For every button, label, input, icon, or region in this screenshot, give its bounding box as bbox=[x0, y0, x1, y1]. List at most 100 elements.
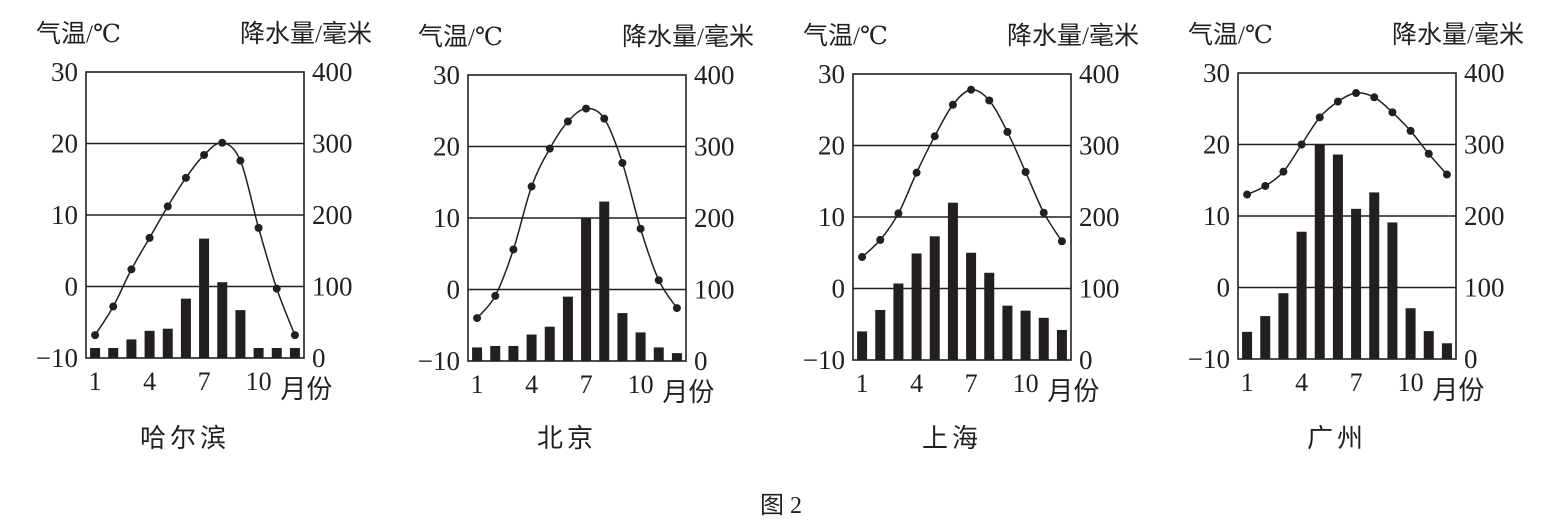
precipitation-bar bbox=[235, 310, 246, 358]
temperature-point bbox=[1315, 113, 1324, 122]
right-tick-label: 200 bbox=[694, 203, 735, 233]
precipitation-bar bbox=[1441, 343, 1452, 359]
temperature-point bbox=[1352, 89, 1361, 98]
temperature-point bbox=[1406, 126, 1415, 135]
temperature-point bbox=[163, 202, 172, 211]
x-axis-title: 月份 bbox=[662, 378, 714, 407]
figure-caption: 图 2 bbox=[760, 493, 802, 519]
temperature-line bbox=[476, 107, 678, 319]
precipitation-bar bbox=[653, 347, 664, 361]
right-tick-label: 100 bbox=[694, 275, 735, 305]
x-tick-label: 1 bbox=[1241, 368, 1254, 397]
right-tick-label: 0 bbox=[1464, 344, 1478, 374]
x-tick-label: 4 bbox=[525, 370, 538, 399]
precipitation-bar bbox=[1278, 293, 1289, 359]
temperature-point bbox=[672, 304, 681, 313]
x-tick-label: 1 bbox=[856, 369, 869, 398]
precipitation-bar bbox=[544, 326, 555, 361]
left-tick-label: 20 bbox=[51, 129, 78, 159]
precipitation-bar bbox=[947, 202, 958, 360]
precipitation-bar bbox=[1423, 331, 1434, 359]
precipitation-bar bbox=[217, 282, 228, 358]
x-tick-label: 10 bbox=[628, 370, 654, 399]
precipitation-bar bbox=[966, 252, 977, 360]
right-tick-label: 100 bbox=[1464, 273, 1505, 303]
precipitation-bar bbox=[562, 296, 573, 361]
temperature-point bbox=[876, 235, 885, 244]
temperature-point bbox=[1039, 208, 1048, 217]
precipitation-bar bbox=[617, 313, 628, 361]
left-axis-title: 气温/℃ bbox=[803, 22, 888, 50]
left-tick-label: 10 bbox=[433, 203, 460, 233]
temperature-point bbox=[1297, 140, 1306, 149]
right-axis-title: 降水量/毫米 bbox=[622, 23, 754, 51]
left-tick-label: 30 bbox=[433, 60, 460, 90]
temperature-point bbox=[600, 114, 609, 123]
city-name: 哈尔滨 bbox=[140, 424, 230, 453]
left-tick-label: 0 bbox=[832, 274, 846, 304]
x-tick-label: 7 bbox=[965, 369, 978, 398]
right-tick-label: 300 bbox=[1079, 131, 1120, 161]
precipitation-bar bbox=[929, 236, 940, 360]
x-tick-label: 4 bbox=[143, 367, 156, 396]
left-axis-title: 气温/℃ bbox=[418, 23, 503, 51]
temperature-point bbox=[948, 100, 957, 109]
temperature-point bbox=[1279, 167, 1288, 176]
precipitation-bar bbox=[1314, 144, 1325, 359]
temperature-point bbox=[654, 276, 663, 285]
precipitation-bar bbox=[1002, 305, 1013, 360]
precipitation-bar bbox=[126, 339, 137, 358]
precipitation-bar bbox=[162, 328, 173, 358]
x-tick-label: 10 bbox=[246, 367, 272, 396]
temperature-point bbox=[145, 233, 154, 242]
precipitation-bar bbox=[1020, 310, 1031, 360]
temperature-point bbox=[527, 182, 536, 191]
x-tick-label: 7 bbox=[1350, 368, 1363, 397]
left-tick-label: 0 bbox=[1217, 273, 1231, 303]
left-tick-label: 30 bbox=[818, 59, 845, 89]
temperature-point bbox=[1021, 167, 1030, 176]
temperature-point bbox=[967, 85, 976, 94]
precipitation-bar bbox=[1387, 222, 1398, 359]
right-axis-title: 降水量/毫米 bbox=[240, 20, 372, 48]
precipitation-bar bbox=[875, 309, 886, 360]
x-tick-label: 10 bbox=[1398, 368, 1424, 397]
x-tick-label: 4 bbox=[910, 369, 923, 398]
precipitation-bar bbox=[911, 253, 922, 360]
city-name: 北京 bbox=[537, 424, 597, 453]
precipitation-bar bbox=[599, 201, 610, 361]
precipitation-bar bbox=[1405, 308, 1416, 359]
precipitation-bar bbox=[1296, 231, 1307, 359]
temperature-point bbox=[563, 117, 572, 126]
temperature-point bbox=[930, 132, 939, 141]
left-axis-title: 气温/℃ bbox=[36, 20, 121, 48]
precipitation-bar bbox=[581, 218, 592, 361]
left-tick-label: 10 bbox=[51, 200, 78, 230]
temperature-point bbox=[509, 245, 518, 254]
left-tick-label: −10 bbox=[1188, 344, 1230, 374]
precipitation-bar bbox=[90, 347, 101, 358]
left-tick-label: 30 bbox=[51, 57, 78, 87]
right-tick-label: 300 bbox=[694, 132, 735, 162]
temperature-point bbox=[1370, 93, 1379, 102]
x-tick-label: 7 bbox=[580, 370, 593, 399]
left-tick-label: −10 bbox=[36, 343, 78, 373]
precipitation-bar bbox=[1369, 192, 1380, 359]
temperature-line bbox=[1246, 92, 1448, 196]
temperature-point bbox=[1442, 170, 1451, 179]
temperature-point bbox=[636, 224, 645, 233]
precipitation-bar bbox=[472, 347, 483, 361]
temperature-point bbox=[618, 158, 627, 167]
temperature-point bbox=[473, 314, 482, 323]
precipitation-bar bbox=[984, 272, 995, 360]
left-tick-label: 20 bbox=[818, 131, 845, 161]
right-tick-label: 0 bbox=[312, 343, 326, 373]
temperature-point bbox=[1388, 108, 1397, 117]
temperature-line bbox=[94, 142, 296, 336]
right-axis-title: 降水量/毫米 bbox=[1007, 22, 1139, 50]
precipitation-bar bbox=[526, 334, 537, 361]
x-tick-label: 10 bbox=[1013, 369, 1039, 398]
